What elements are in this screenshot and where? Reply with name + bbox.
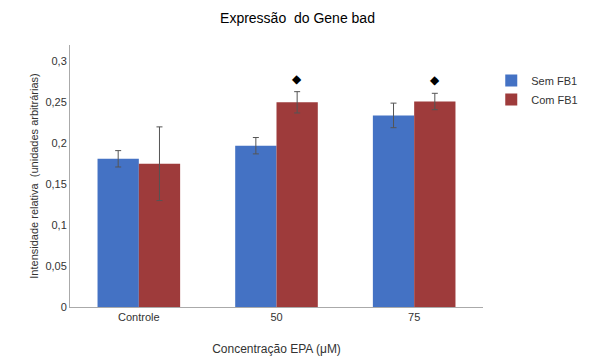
svg-text:◆: ◆ [292,72,302,86]
svg-text:Com FB1: Com FB1 [531,94,577,106]
svg-text:50: 50 [270,311,282,323]
svg-text:Expressão do Gene bad: Expressão do Gene bad [220,10,375,26]
svg-text:◆: ◆ [430,73,440,87]
svg-text:0,1: 0,1 [52,219,67,231]
svg-text:0,05: 0,05 [45,260,66,272]
svg-text:0: 0 [61,301,67,313]
svg-text:75: 75 [408,311,420,323]
svg-text:0,25: 0,25 [45,96,66,108]
svg-text:0,2: 0,2 [52,137,67,149]
svg-text:Sem FB1: Sem FB1 [531,75,577,87]
svg-text:0,15: 0,15 [45,178,66,190]
svg-text:Intensidade relativa (unidade: Intensidade relativa (unidades arbitrári… [28,73,40,278]
svg-text:Concentração EPA (μM): Concentração EPA (μM) [212,342,341,356]
svg-text:0,3: 0,3 [52,55,67,67]
svg-text:Controle: Controle [118,311,160,323]
